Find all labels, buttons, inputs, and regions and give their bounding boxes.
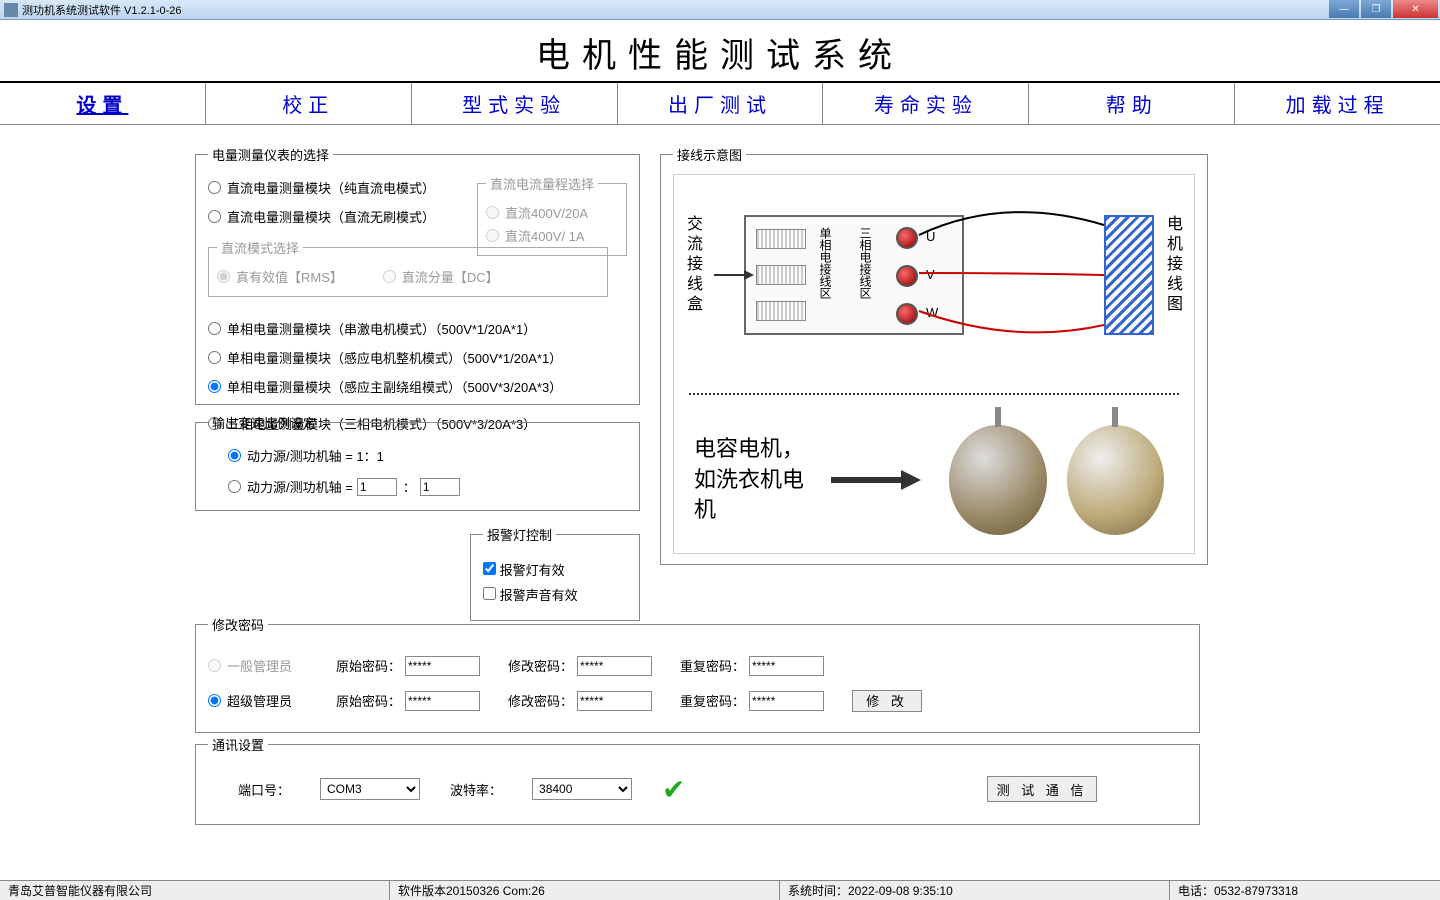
tab-life-test[interactable]: 寿命实验 (823, 83, 1029, 124)
terminal-u-label: U (926, 229, 935, 244)
coil-label: 电机接线图 (1164, 215, 1184, 315)
new-pw-2[interactable] (577, 691, 652, 711)
col2-label: 三相电接线区 (856, 227, 874, 299)
role-super-admin[interactable]: 超级管理员 (208, 691, 328, 710)
app-main-title: 电机性能测试系统 (0, 20, 1440, 83)
tab-type-test[interactable]: 型式实验 (412, 83, 618, 124)
range-opt2: 直流400V/ 1A (486, 226, 618, 245)
mode-dc: 直流分量【DC】 (383, 267, 499, 286)
ratio-opt1[interactable]: 动力源/测功机轴 = 1：1 (228, 446, 627, 465)
measure-ac-opt1[interactable]: 单相电量测量模块（串激电机模式）（500V*1/20A*1） (208, 319, 627, 338)
port-select[interactable]: COM3 (320, 778, 420, 800)
slot-3 (756, 301, 806, 321)
app-icon (4, 3, 18, 17)
motor-text: 电容电机， 如洗衣机电机 (694, 434, 811, 526)
slot-2 (756, 265, 806, 285)
comm-group: 通讯设置 端口号： COM3 波特率： 38400 ✔ 测 试 通 信 (195, 735, 1200, 825)
tab-help[interactable]: 帮助 (1029, 83, 1235, 124)
orig-pw-2[interactable] (405, 691, 480, 711)
alarm-sound-check[interactable]: 报警声音有效 (483, 585, 627, 604)
status-phone: 电话：0532-87973318 (1170, 881, 1440, 900)
arrow-icon (831, 470, 920, 490)
new-pw-1[interactable] (577, 656, 652, 676)
baud-label: 波特率： (450, 780, 502, 799)
motor-image-1 (949, 425, 1046, 535)
junction-box-label: 交流接线盒 (684, 215, 704, 315)
diagram-canvas: 交流接线盒 单相电接线区 三相电接线区 U V W 电机接线图 (673, 174, 1195, 554)
orig-pw-1[interactable] (405, 656, 480, 676)
content-area: 电量测量仪表的选择 直流电量测量模块（纯直流电模式） 直流电量测量模块（直流无刷… (0, 125, 1440, 145)
role-general-admin: 一般管理员 (208, 656, 328, 675)
status-company: 青岛艾普智能仪器有限公司 (0, 881, 390, 900)
diagram-separator (689, 393, 1179, 395)
status-bar: 青岛艾普智能仪器有限公司 软件版本20150326 Com:26 系统时间：20… (0, 880, 1440, 900)
measure-ac-opt2[interactable]: 单相电量测量模块（感应电机整机模式）（500V*1/20A*1） (208, 348, 627, 367)
window-titlebar: 测功机系统测试软件 V1.2.1-0-26 — ❐ ✕ (0, 0, 1440, 20)
main-tabs: 设置 校正 型式实验 出厂测试 寿命实验 帮助 加载过程 (0, 83, 1440, 125)
tab-settings[interactable]: 设置 (0, 83, 206, 124)
dc-range-legend: 直流电流量程选择 (486, 174, 598, 193)
col1-label: 单相电接线区 (816, 227, 834, 299)
junction-box: 单相电接线区 三相电接线区 U V W (744, 215, 964, 335)
status-time: 系统时间：2022-09-08 9:35:10 (780, 881, 1170, 900)
minimize-button[interactable]: — (1329, 0, 1359, 18)
repeat-pw-2[interactable] (749, 691, 824, 711)
mode-rms: 真有效值【RMS】 (217, 267, 343, 286)
password-group: 修改密码 一般管理员 原始密码： 修改密码： 重复密码： 超级管理员 原始密码：… (195, 615, 1200, 733)
motor-coil (1104, 215, 1154, 335)
alarm-legend: 报警灯控制 (483, 525, 556, 544)
modify-button[interactable]: 修 改 (852, 690, 922, 712)
ratio-input-1[interactable] (357, 478, 397, 496)
window-title: 测功机系统测试软件 V1.2.1-0-26 (22, 2, 182, 18)
dc-range-group: 直流电流量程选择 直流400V/20A 直流400V/ 1A (477, 174, 627, 256)
check-icon: ✔ (662, 774, 702, 804)
diagram-legend: 接线示意图 (673, 145, 746, 164)
terminal-u (896, 227, 918, 249)
port-label: 端口号： (238, 780, 290, 799)
maximize-button[interactable]: ❐ (1361, 0, 1391, 18)
motor-example-section: 电容电机， 如洗衣机电机 (694, 405, 1174, 555)
comm-legend: 通讯设置 (208, 735, 268, 754)
motor-image-2 (1067, 425, 1164, 535)
wiring-diagram-group: 接线示意图 交流接线盒 单相电接线区 三相电接线区 U V W (660, 145, 1208, 565)
alarm-light-check[interactable]: 报警灯有效 (483, 560, 627, 579)
status-version: 软件版本20150326 Com:26 (390, 881, 780, 900)
close-button[interactable]: ✕ (1393, 0, 1438, 18)
tab-calibration[interactable]: 校正 (206, 83, 412, 124)
dc-mode-legend: 直流模式选择 (217, 238, 303, 257)
ratio-legend: 输出变速比例设定 (208, 413, 320, 432)
ratio-input-2[interactable] (420, 478, 460, 496)
ratio-opt2[interactable]: 动力源/测功机轴 = ： (228, 477, 627, 496)
measurement-legend: 电量测量仪表的选择 (208, 145, 333, 164)
slot-1 (756, 229, 806, 249)
terminal-v (896, 265, 918, 287)
terminal-w (896, 303, 918, 325)
tab-load-process[interactable]: 加载过程 (1235, 83, 1440, 124)
password-legend: 修改密码 (208, 615, 268, 634)
measurement-group: 电量测量仪表的选择 直流电量测量模块（纯直流电模式） 直流电量测量模块（直流无刷… (195, 145, 640, 405)
window-controls: — ❐ ✕ (1327, 0, 1438, 18)
tab-factory-test[interactable]: 出厂测试 (618, 83, 824, 124)
measure-ac-opt3[interactable]: 单相电量测量模块（感应主副绕组模式）（500V*3/20A*3） (208, 377, 627, 396)
test-comm-button[interactable]: 测 试 通 信 (987, 776, 1097, 802)
range-opt1: 直流400V/20A (486, 203, 618, 222)
terminal-w-label: W (926, 305, 938, 320)
terminal-v-label: V (926, 267, 935, 282)
alarm-group: 报警灯控制 报警灯有效 报警声音有效 (470, 525, 640, 621)
ratio-group: 输出变速比例设定 动力源/测功机轴 = 1：1 动力源/测功机轴 = ： (195, 413, 640, 511)
baud-select[interactable]: 38400 (532, 778, 632, 800)
repeat-pw-1[interactable] (749, 656, 824, 676)
